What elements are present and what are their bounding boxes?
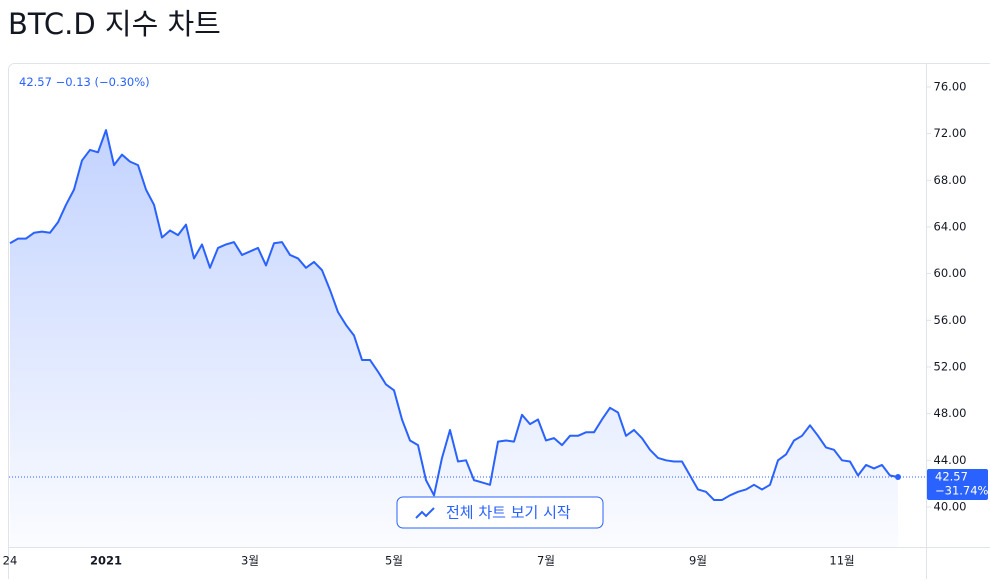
y-tick-label: 64.00 (934, 219, 967, 233)
y-tick-label: 40.00 (934, 499, 967, 513)
full-chart-button[interactable]: 전체 차트 보기 시작 (397, 497, 603, 528)
y-tick-label: 52.00 (934, 359, 967, 373)
x-tick-label: 5월 (385, 554, 403, 568)
last-change-label: −31.74% (935, 483, 989, 497)
x-tick-label: 7월 (537, 554, 555, 568)
x-tick-label: 9월 (689, 554, 707, 568)
header-last: 42.57 (19, 75, 52, 89)
y-tick-label: 56.00 (934, 313, 967, 327)
y-tick-label: 72.00 (934, 126, 967, 140)
header-change: −0.13 (56, 75, 91, 89)
header: 42.57 −0.13 (−0.30%) (19, 75, 150, 89)
last-point (895, 474, 901, 480)
page-title: BTC.D 지수 차트 (8, 7, 221, 41)
x-tick-label: 11월 (829, 554, 854, 568)
x-tick-label: 24 (3, 554, 18, 568)
header-change-pct: (−0.30%) (95, 75, 150, 89)
y-tick-label: 60.00 (934, 266, 967, 280)
y-tick-label: 68.00 (934, 173, 967, 187)
y-tick-label: 76.00 (934, 79, 967, 93)
x-tick-label: 2021 (90, 554, 122, 568)
button-label[interactable]: 전체 차트 보기 시작 (446, 504, 571, 522)
y-tick-label: 48.00 (934, 406, 967, 420)
x-tick-label: 3월 (241, 554, 259, 568)
last-value-label: 42.57 (935, 469, 968, 483)
y-tick-label: 44.00 (934, 453, 967, 467)
